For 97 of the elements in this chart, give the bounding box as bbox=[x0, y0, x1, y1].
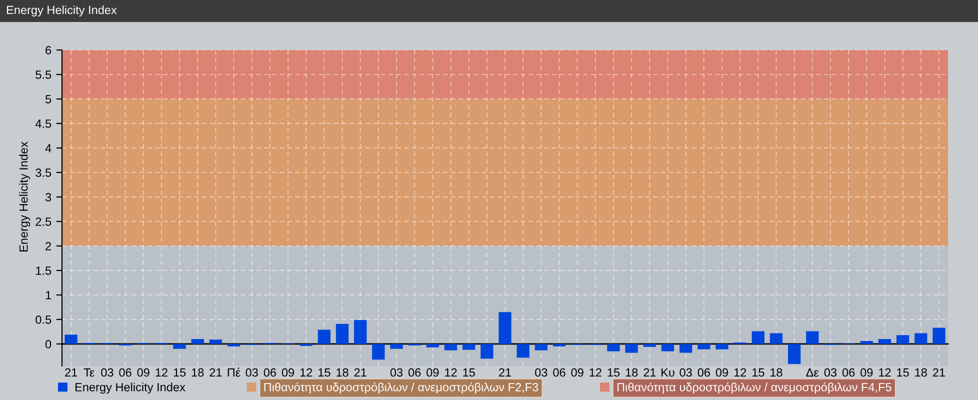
bar bbox=[64, 334, 78, 344]
y-tick-label: 5.5 bbox=[36, 70, 52, 79]
x-tick-label: 21 bbox=[65, 368, 78, 377]
bar bbox=[372, 344, 385, 360]
x-tick-label: 03 bbox=[246, 368, 258, 377]
y-tick-label: 4.5 bbox=[35, 120, 52, 128]
x-tick-label: 18 bbox=[192, 368, 204, 377]
x-tick-label: 06 bbox=[698, 368, 710, 377]
y-tick-label: 0 bbox=[45, 340, 52, 348]
x-tick-label: 09 bbox=[716, 368, 728, 377]
x-tick-label: 06 bbox=[119, 368, 132, 377]
x-tick-label: 15 bbox=[318, 368, 330, 377]
x-tick-label: 03 bbox=[390, 368, 403, 377]
x-tick-label: 21 bbox=[932, 368, 945, 377]
bar bbox=[318, 330, 331, 344]
x-tick-label: Δε bbox=[806, 368, 819, 377]
x-tick-label: 18 bbox=[770, 368, 782, 377]
bar bbox=[643, 344, 656, 347]
bar bbox=[354, 320, 367, 344]
y-tick-label: 0.5 bbox=[36, 315, 52, 324]
x-tick-label: 15 bbox=[463, 368, 475, 377]
bar bbox=[336, 324, 349, 344]
x-tick-label: Πέ bbox=[228, 368, 240, 377]
x-tick-label: 09 bbox=[860, 368, 873, 377]
x-tick-label: 15 bbox=[897, 368, 909, 377]
bar bbox=[426, 344, 439, 348]
y-tick-label: 6 bbox=[46, 46, 52, 54]
bar bbox=[552, 344, 566, 346]
legend-label: Energy Helicity Index bbox=[75, 382, 186, 394]
x-tick-label: 03 bbox=[680, 368, 692, 377]
x-tick-label: 15 bbox=[174, 368, 186, 377]
x-tick-label: 09 bbox=[282, 368, 294, 377]
x-tick-label: 03 bbox=[535, 368, 548, 377]
x-tick-label: 12 bbox=[445, 368, 457, 377]
x-tick-label: 03 bbox=[101, 368, 114, 377]
x-tick-label: Τε bbox=[84, 368, 94, 377]
x-tick-label: 21 bbox=[499, 368, 511, 377]
bar bbox=[191, 339, 204, 344]
bar bbox=[698, 344, 710, 350]
bar bbox=[173, 344, 186, 349]
bar bbox=[661, 344, 674, 352]
x-tick-label: 18 bbox=[336, 368, 348, 377]
x-tick-label: 09 bbox=[426, 368, 439, 377]
y-tick-label: 4 bbox=[45, 144, 52, 152]
bar bbox=[752, 331, 764, 344]
bar bbox=[716, 344, 728, 350]
bar bbox=[498, 312, 512, 344]
chart-title: Energy Helicity Index bbox=[6, 6, 117, 16]
x-tick-label: Κυ bbox=[662, 368, 674, 377]
x-tick-label: 06 bbox=[553, 368, 566, 377]
bar bbox=[860, 341, 873, 344]
x-tick-label: 15 bbox=[608, 368, 620, 377]
x-tick-label: 18 bbox=[915, 368, 927, 377]
x-tick-label: 12 bbox=[590, 368, 602, 377]
x-tick-label: 21 bbox=[644, 368, 656, 377]
x-tick-label: 06 bbox=[264, 368, 276, 377]
x-tick-label: 21 bbox=[354, 368, 366, 377]
y-tick-label: 5 bbox=[45, 95, 52, 104]
bar bbox=[932, 328, 946, 344]
y-tick-label: 3.5 bbox=[36, 168, 52, 177]
y-tick-label: 2.5 bbox=[36, 218, 52, 226]
x-tick-label: 12 bbox=[156, 368, 168, 377]
bar bbox=[625, 344, 638, 353]
x-tick-label: 15 bbox=[752, 368, 764, 377]
bar bbox=[770, 333, 783, 344]
legend-label: Πιθανότητα υδροστρόβιλων / ανεμοστρόβιλων F4,F5 bbox=[617, 382, 892, 394]
bar bbox=[462, 344, 476, 350]
x-tick-label: 09 bbox=[571, 368, 584, 377]
x-tick-label: 06 bbox=[408, 368, 421, 377]
y-tick-label: 1 bbox=[46, 291, 52, 300]
x-tick-label: 09 bbox=[137, 368, 150, 377]
bar bbox=[227, 344, 240, 346]
bar bbox=[534, 344, 548, 350]
y-tick-label: 2 bbox=[46, 242, 51, 250]
x-tick-label: 18 bbox=[626, 368, 638, 377]
y-tick-label: 1.5 bbox=[36, 266, 52, 275]
y-axis-title: Energy Helicity Index bbox=[19, 142, 30, 252]
bar bbox=[878, 339, 892, 344]
bar bbox=[209, 340, 222, 344]
x-tick-label: 03 bbox=[824, 368, 837, 377]
x-tick-label: 21 bbox=[210, 368, 222, 377]
x-tick-label: 12 bbox=[879, 368, 891, 377]
x-tick-label: 12 bbox=[734, 368, 746, 377]
bar bbox=[788, 344, 801, 364]
bar bbox=[914, 333, 928, 344]
bar bbox=[896, 335, 910, 344]
bar bbox=[679, 344, 692, 353]
bar bbox=[806, 331, 819, 344]
x-tick-label: 06 bbox=[842, 368, 855, 377]
x-tick-label: 12 bbox=[300, 368, 312, 377]
y-tick-label: 3 bbox=[45, 193, 52, 202]
legend-label: Πιθανότητα υδροστρόβιλων / ανεμοστρόβιλων F2,F3 bbox=[264, 382, 538, 394]
bar bbox=[516, 344, 530, 358]
bar bbox=[480, 344, 494, 359]
bar bbox=[444, 344, 458, 350]
bar bbox=[390, 344, 403, 349]
bar bbox=[607, 344, 620, 352]
